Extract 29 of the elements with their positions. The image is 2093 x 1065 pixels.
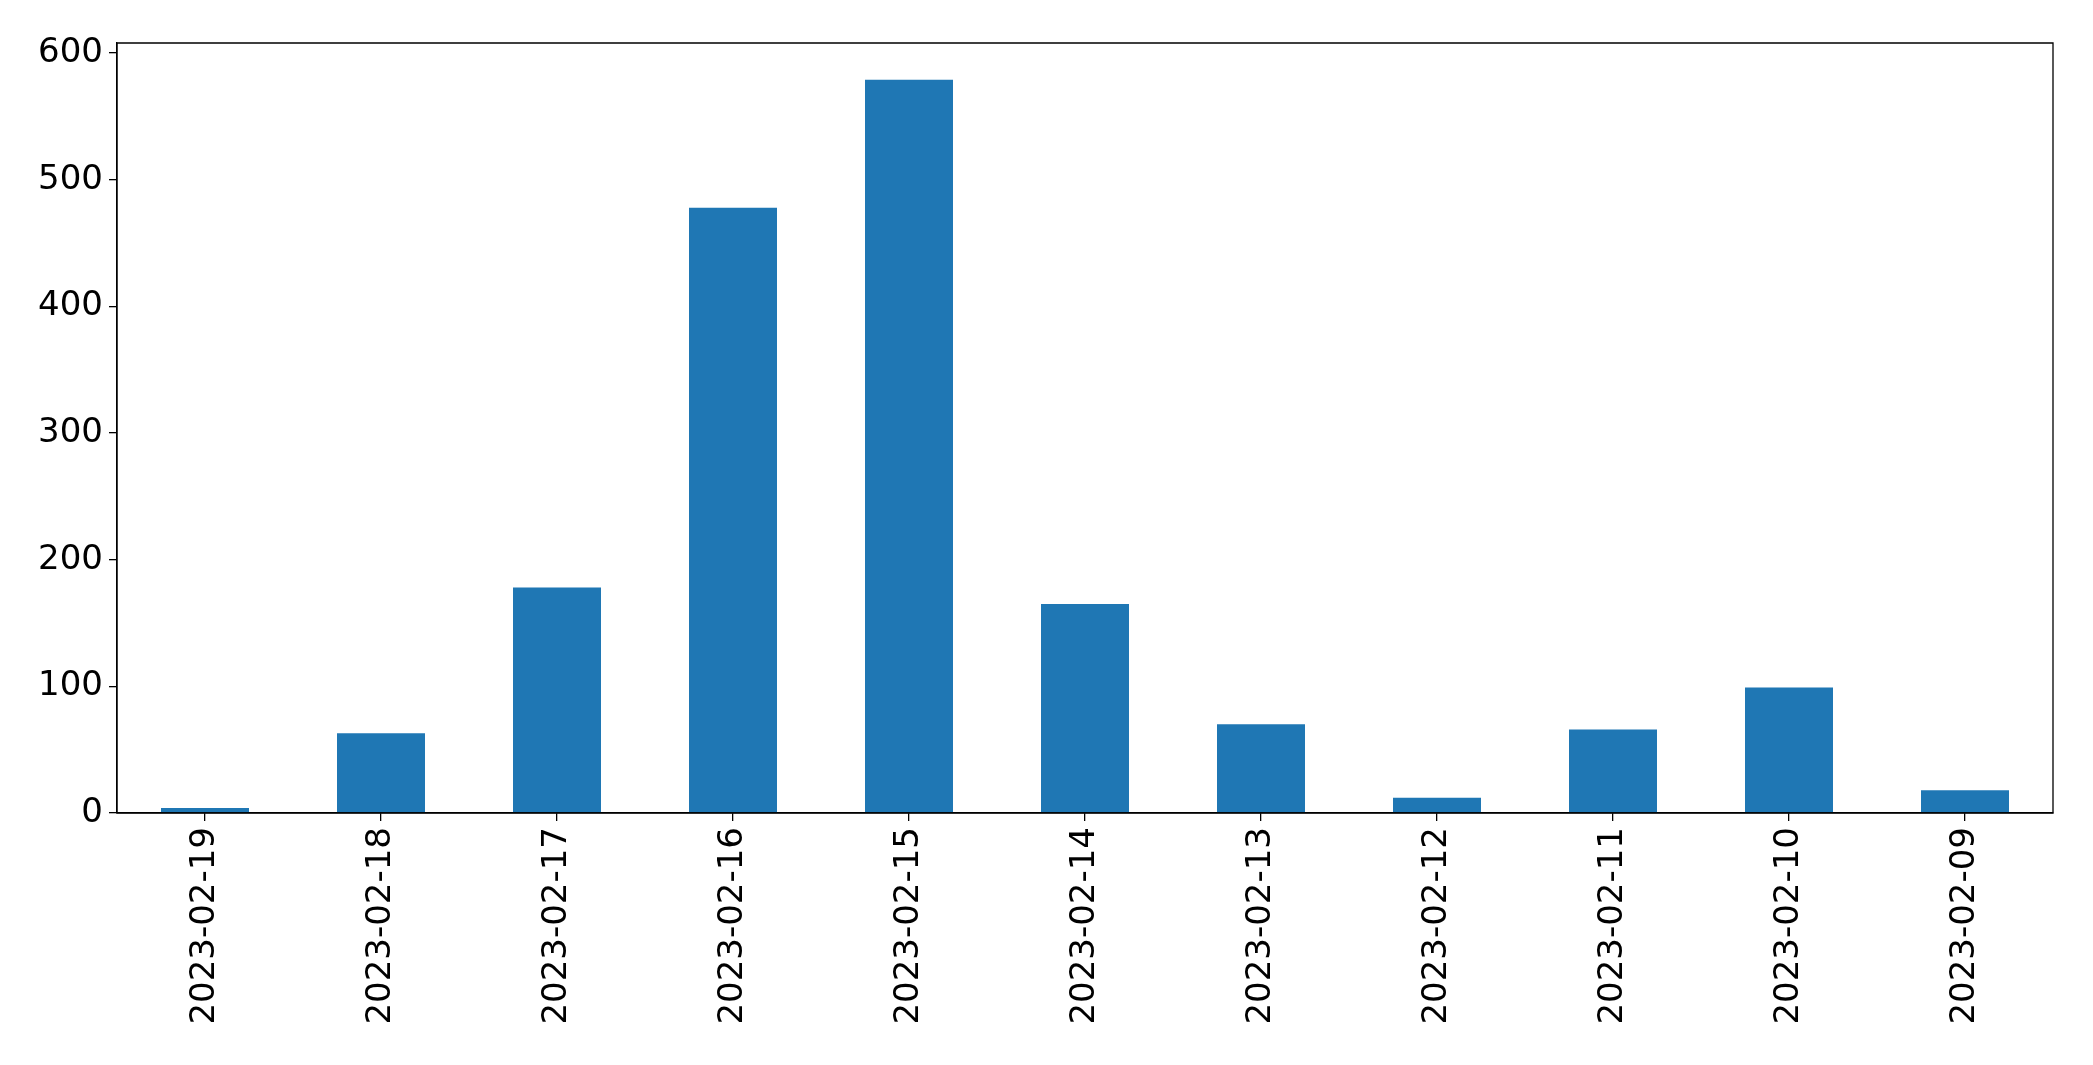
bar [1745, 687, 1833, 813]
bar [337, 733, 425, 813]
y-tick-label: 400 [38, 283, 103, 324]
bar [1217, 724, 1305, 813]
x-tick-label: 2023-02-13 [1237, 827, 1278, 1025]
bar [513, 587, 601, 813]
bar [1393, 797, 1481, 813]
x-tick-label: 2023-02-17 [533, 827, 574, 1025]
y-tick-label: 100 [38, 663, 103, 704]
y-tick-label: 0 [81, 789, 103, 830]
x-tick-label: 2023-02-16 [709, 827, 750, 1025]
y-tick-label: 300 [38, 409, 103, 450]
x-tick-label: 2023-02-10 [1765, 827, 1806, 1025]
x-tick-label: 2023-02-19 [181, 827, 222, 1025]
bar [161, 807, 249, 813]
bar [865, 79, 953, 813]
x-tick-label: 2023-02-12 [1413, 827, 1454, 1025]
y-tick-label: 600 [38, 29, 103, 70]
y-tick-label: 500 [38, 156, 103, 197]
bar [1569, 729, 1657, 813]
bar [1921, 790, 2009, 813]
bar [689, 207, 777, 813]
x-tick-label: 2023-02-14 [1061, 827, 1102, 1025]
x-tick-label: 2023-02-09 [1941, 827, 1982, 1025]
x-tick-label: 2023-02-15 [885, 827, 926, 1025]
y-tick-label: 200 [38, 536, 103, 577]
x-tick-label: 2023-02-11 [1589, 827, 1630, 1025]
x-tick-label: 2023-02-18 [357, 827, 398, 1025]
bar [1041, 604, 1129, 813]
